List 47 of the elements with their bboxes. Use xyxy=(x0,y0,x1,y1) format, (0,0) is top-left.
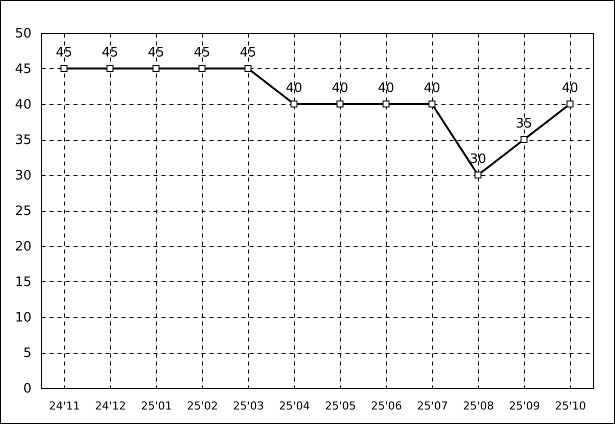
x-tick-label: 25'01 xyxy=(140,400,172,412)
point xyxy=(198,65,206,72)
y-tick-label: 35 xyxy=(14,133,32,148)
x-tick-label: 25'07 xyxy=(416,400,448,412)
data-label: 40 xyxy=(332,81,348,96)
data-label: 35 xyxy=(516,116,532,132)
data-label: 45 xyxy=(102,46,118,60)
x-tick-label: 25'06 xyxy=(370,400,402,412)
point xyxy=(382,100,390,108)
point xyxy=(474,172,482,178)
x-tick-label: 25'03 xyxy=(232,400,264,412)
y-tick-label: 20 xyxy=(14,240,32,254)
y-tick-label: 10 xyxy=(14,310,32,326)
y-tick-label: 0 xyxy=(23,382,32,396)
data-label: 45 xyxy=(56,46,72,60)
y-tick-label: 45 xyxy=(14,62,32,77)
point xyxy=(244,65,252,72)
data-label: 40 xyxy=(424,81,440,96)
point xyxy=(60,65,68,72)
data-label: 45 xyxy=(148,46,164,60)
x-tick-label: 24'12 xyxy=(94,400,126,412)
point xyxy=(152,65,160,72)
point xyxy=(520,136,528,143)
data-label: 30 xyxy=(470,152,486,167)
data-label: 40 xyxy=(378,81,394,96)
x-tick-label: 25'02 xyxy=(186,400,218,412)
x-tick-label: 25'05 xyxy=(324,400,356,412)
point xyxy=(336,100,344,108)
data-label: 40 xyxy=(286,81,302,96)
y-tick-label: 15 xyxy=(14,275,32,290)
point xyxy=(566,100,574,108)
x-tick-label: 25'04 xyxy=(278,400,310,412)
point xyxy=(290,100,298,108)
y-tick-label: 5 xyxy=(23,346,32,361)
point xyxy=(428,100,436,108)
y-tick-label: 40 xyxy=(14,98,32,112)
point xyxy=(106,65,114,72)
x-tick-label: 25'10 xyxy=(554,400,586,412)
data-label: 45 xyxy=(240,46,256,60)
x-tick-label: 25'08 xyxy=(462,400,494,412)
y-tick-label: 50 xyxy=(14,26,32,42)
y-tick-label: 30 xyxy=(14,168,32,184)
x-tick-label: 24'11 xyxy=(48,400,80,412)
data-label: 45 xyxy=(194,46,210,60)
y-tick-label: 25 xyxy=(14,204,32,219)
data-label: 40 xyxy=(562,81,578,96)
x-tick-label: 25'09 xyxy=(508,400,540,412)
